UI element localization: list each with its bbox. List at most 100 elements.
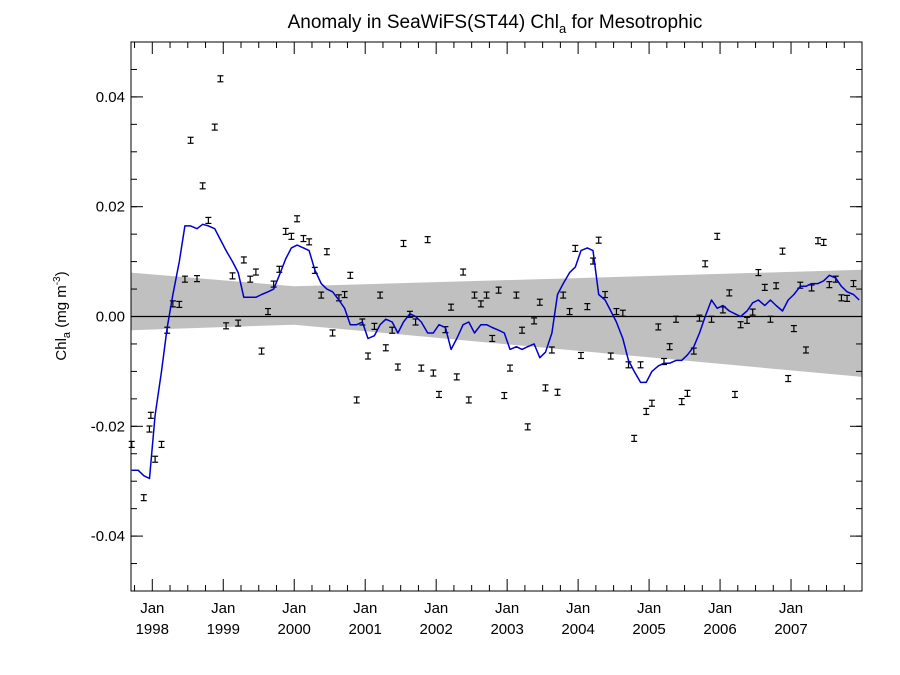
anomaly-point [584, 303, 591, 311]
anomaly-point [394, 363, 401, 371]
smoothed-anomaly-line [131, 223, 860, 480]
anomaly-point [176, 300, 183, 309]
anomaly-point [619, 309, 626, 317]
anomaly-point [513, 291, 520, 299]
anomaly-point [595, 236, 602, 244]
anomaly-point [146, 425, 153, 433]
y-axis-label-subscript: a [61, 331, 73, 338]
anomaly-point [501, 391, 508, 400]
anomaly-point [187, 136, 194, 144]
anomaly-point [850, 279, 857, 288]
anomaly-point [607, 352, 614, 360]
anomaly-point [365, 352, 372, 360]
anomaly-point [270, 280, 277, 288]
anomaly-point [329, 329, 336, 337]
anomaly-point [382, 344, 389, 352]
anomaly-point [536, 298, 543, 306]
x-tick-label-month: Jan [495, 600, 519, 617]
anomaly-point [276, 265, 283, 273]
anomaly-point [235, 319, 242, 327]
anomaly-point [229, 272, 236, 280]
x-tick-label-year: 2007 [774, 621, 807, 638]
anomaly-point [726, 289, 733, 297]
anomaly-point [702, 260, 709, 268]
anomaly-point [377, 291, 384, 299]
confidence-band-layer [131, 269, 862, 377]
chart-title-main: Anomaly in SeaWiFS(ST44) Chl [288, 12, 559, 33]
anomaly-point [465, 396, 472, 404]
x-tick-label-month: Jan [353, 600, 377, 617]
anomaly-point [826, 281, 833, 289]
anomaly-point [767, 315, 774, 323]
anomaly-point [773, 282, 780, 290]
x-tick-label-year: 2000 [278, 621, 311, 638]
y-axis-label-superscript: -3 [52, 276, 63, 285]
x-tick-label-month: Jan [140, 600, 164, 617]
anomaly-point [531, 317, 538, 325]
anomaly-point [264, 307, 271, 316]
anomaly-point [199, 182, 206, 190]
anomaly-point [223, 322, 230, 330]
anomaly-point [288, 232, 295, 240]
anomaly-point [655, 323, 662, 331]
anomaly-point [147, 411, 154, 419]
y-tick-label: 0.00 [96, 309, 125, 326]
y-axis-label-close: ) [53, 271, 70, 276]
anomaly-point [779, 247, 786, 255]
y-tick-label: -0.02 [91, 418, 125, 435]
x-tick-label-month: Jan [211, 600, 235, 617]
anomaly-point [252, 268, 259, 276]
anomaly-point [306, 238, 313, 246]
anomaly-point [194, 275, 201, 283]
anomaly-point [785, 374, 792, 383]
x-tick-label-month: Jan [779, 600, 803, 617]
anomaly-point [181, 275, 188, 283]
anomaly-point [744, 316, 751, 324]
x-tick-label-month: Jan [566, 600, 590, 617]
x-tick-label-month: Jan [424, 600, 448, 617]
anomaly-point [737, 321, 744, 329]
anomaly-point [820, 238, 827, 246]
anomaly-point [300, 234, 307, 243]
y-axis-label-units: (mg m [53, 285, 70, 332]
anomaly-point [666, 343, 673, 351]
anomaly-point [436, 390, 443, 399]
x-tick-label-year: 2006 [703, 621, 736, 638]
chart-title-subscript: a [559, 21, 567, 36]
x-tick-label-year: 2002 [419, 621, 452, 638]
chart-title-suffix: for Mesotrophic [566, 12, 702, 33]
anomaly-point [247, 275, 254, 283]
x-tick-label-year: 1998 [136, 621, 169, 638]
anomaly-point [684, 389, 691, 397]
anomaly-point [282, 227, 289, 236]
anomaly-point [554, 388, 561, 396]
anomaly-point [548, 346, 555, 354]
x-tick-label-year: 2005 [632, 621, 665, 638]
anomaly-point [353, 396, 360, 404]
anomaly-point [477, 300, 484, 308]
y-tick-label: 0.02 [96, 199, 125, 216]
anomaly-point [152, 455, 159, 463]
confidence-band [131, 269, 862, 377]
anomaly-point [495, 286, 502, 294]
anomaly-point [708, 315, 715, 323]
anomaly-point [678, 397, 685, 406]
anomaly-point [749, 308, 756, 316]
anomaly-point [643, 407, 650, 416]
anomaly-point [755, 268, 762, 277]
anomaly-point [318, 291, 325, 299]
anomaly-point [613, 307, 620, 316]
anomaly-point [371, 322, 378, 330]
x-tick-label-year: 2004 [561, 621, 594, 638]
anomaly-point [460, 268, 467, 276]
x-tick-label-month: Jan [282, 600, 306, 617]
anomaly-point [566, 307, 573, 316]
anomaly-point [648, 399, 655, 407]
anomaly-point [471, 291, 478, 299]
anomaly-point [731, 390, 738, 399]
anomaly-point [483, 291, 490, 299]
anomaly-point [542, 384, 549, 392]
anomaly-point [524, 423, 531, 431]
anomaly-point [217, 75, 224, 83]
